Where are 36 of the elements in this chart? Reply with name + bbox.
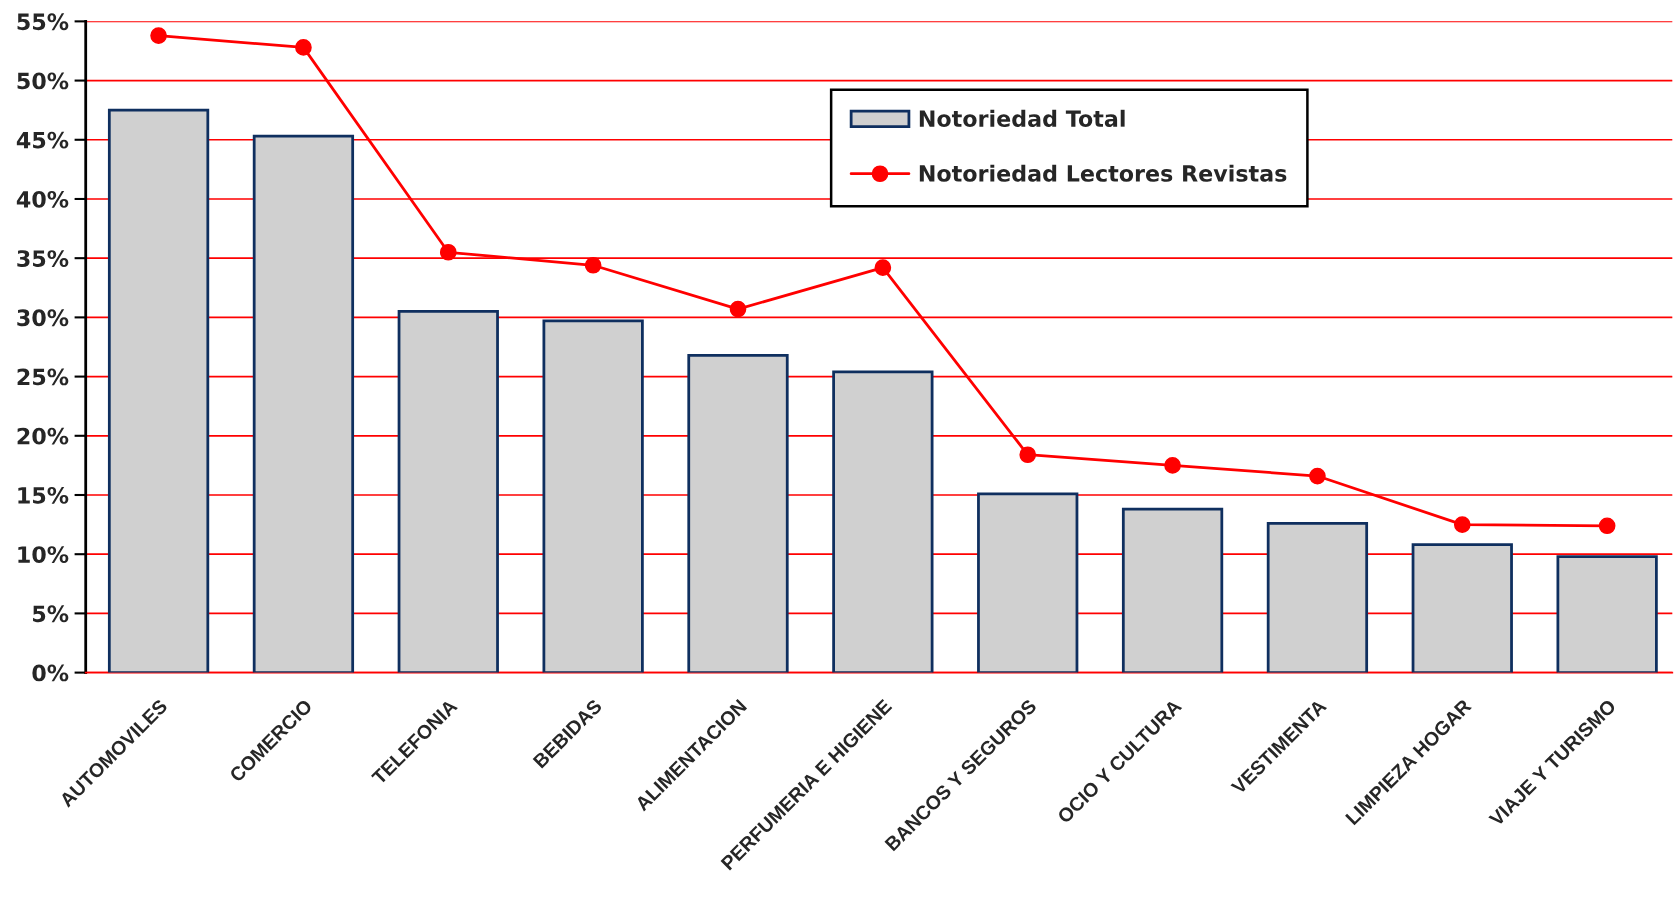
y-tick-label: 30% [17, 309, 69, 327]
y-tick-label: 25% [17, 368, 69, 386]
bar [1121, 507, 1224, 673]
bar [1556, 555, 1658, 673]
point [729, 300, 747, 318]
legend-label: Notoriedad Lectores Revistas [919, 164, 1287, 182]
point [295, 39, 312, 56]
point [1164, 457, 1181, 474]
y-tick-label: 35% [17, 250, 69, 267]
bar [687, 353, 789, 673]
bar [832, 370, 934, 673]
point [1453, 516, 1471, 533]
point [439, 243, 457, 261]
point [874, 259, 892, 276]
bar [977, 492, 1079, 673]
y-tick-label: 40% [16, 190, 69, 208]
y-tick-label: 5% [33, 605, 69, 623]
point [1598, 517, 1616, 535]
y-tick-label: 15% [18, 486, 69, 504]
legend-label: Notoriedad Total [919, 109, 1125, 127]
y-tick-label: 20% [17, 427, 69, 445]
point [584, 256, 602, 274]
y-tick-label: 55% [17, 13, 69, 31]
bar [1411, 543, 1513, 673]
bar [1266, 522, 1369, 673]
y-tick-label: 10% [18, 546, 69, 563]
y-tick-label: 0% [32, 664, 69, 682]
point [1019, 446, 1037, 464]
y-tick-label: 50% [17, 72, 69, 90]
bar [542, 319, 644, 673]
bar [397, 310, 499, 673]
bar [252, 134, 355, 673]
y-tick-label: 45% [16, 131, 69, 149]
point [1309, 467, 1326, 485]
point [150, 27, 167, 44]
bar [107, 108, 210, 673]
